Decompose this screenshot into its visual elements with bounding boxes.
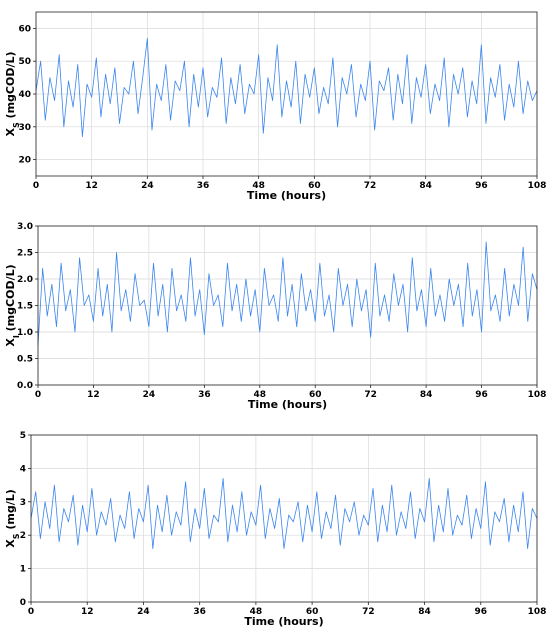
x-tick-label: 24 xyxy=(141,181,154,191)
y-tick-label: 50 xyxy=(18,57,31,67)
x-tick-label: 72 xyxy=(364,181,377,191)
plot-frame xyxy=(30,434,538,603)
x-tick-label: 72 xyxy=(362,607,375,617)
x-axis-label: Time (hours) xyxy=(247,189,326,202)
y-tick-label: 1 xyxy=(20,565,26,575)
x-tick-label: 48 xyxy=(252,181,265,191)
y-axis-label: XS (mg/L) xyxy=(4,489,21,548)
series-line xyxy=(30,478,538,549)
y-tick-label: 3 xyxy=(20,498,26,508)
x-tick-label: 108 xyxy=(528,181,547,191)
x-tick-label: 60 xyxy=(306,607,319,617)
y-tick-label: 20 xyxy=(18,156,31,166)
y-tick-label: 2.5 xyxy=(17,249,33,259)
y-tick-label: 4 xyxy=(20,464,26,474)
x-axis-label: Time (hours) xyxy=(248,398,327,411)
x-tick-label: 0 xyxy=(33,181,39,191)
x-tick-label: 60 xyxy=(308,181,321,191)
x-tick-label: 48 xyxy=(254,390,267,400)
y-axis-label: XS (mgCOD/L) xyxy=(4,51,21,136)
y-tick-label: 2 xyxy=(20,531,26,541)
x-tick-label: 60 xyxy=(309,390,322,400)
y-tick-label: 5 xyxy=(20,431,26,441)
y-tick-label: 0 xyxy=(20,598,26,608)
x-tick-label: 12 xyxy=(85,181,98,191)
y-tick-label: 0.0 xyxy=(17,381,33,391)
y-axis-label: XI (mgCOD/L) xyxy=(4,264,21,346)
y-tick-label: 40 xyxy=(18,90,31,100)
x-tick-label: 36 xyxy=(197,181,210,191)
x-tick-label: 0 xyxy=(28,607,34,617)
y-tick-label: 30 xyxy=(18,123,31,133)
y-tick-label: 1.0 xyxy=(17,328,33,338)
x-tick-label: 48 xyxy=(250,607,263,617)
x-axis-label: Time (hours) xyxy=(244,615,323,628)
x-tick-label: 84 xyxy=(420,390,433,400)
x-tick-label: 108 xyxy=(528,390,547,400)
x-tick-label: 84 xyxy=(419,181,432,191)
x-tick-label: 24 xyxy=(137,607,150,617)
series-line xyxy=(37,241,538,346)
y-tick-label: 0.5 xyxy=(17,355,33,365)
x-tick-label: 84 xyxy=(418,607,431,617)
x-tick-label: 12 xyxy=(81,607,94,617)
y-tick-label: 2.0 xyxy=(17,275,33,285)
y-tick-label: 1.5 xyxy=(17,302,33,312)
x-tick-label: 12 xyxy=(87,390,100,400)
x-tick-label: 96 xyxy=(475,181,488,191)
chart-panel-2: 0 12 24 36 48 60 72 84 96 108 0.0 0.5 1.0 1.5 2.0 2.5 3.… xyxy=(4,222,546,411)
x-tick-label: 36 xyxy=(193,607,206,617)
x-tick-label: 96 xyxy=(475,607,488,617)
x-tick-label: 72 xyxy=(364,390,377,400)
y-tick-label: 3.0 xyxy=(17,222,33,232)
x-tick-label: 0 xyxy=(35,390,41,400)
x-tick-label: 108 xyxy=(528,607,547,617)
x-tick-label: 96 xyxy=(475,390,488,400)
x-tick-label: 24 xyxy=(143,390,156,400)
series-line xyxy=(35,37,538,138)
x-tick-label: 36 xyxy=(198,390,211,400)
y-tick-label: 60 xyxy=(18,24,31,34)
